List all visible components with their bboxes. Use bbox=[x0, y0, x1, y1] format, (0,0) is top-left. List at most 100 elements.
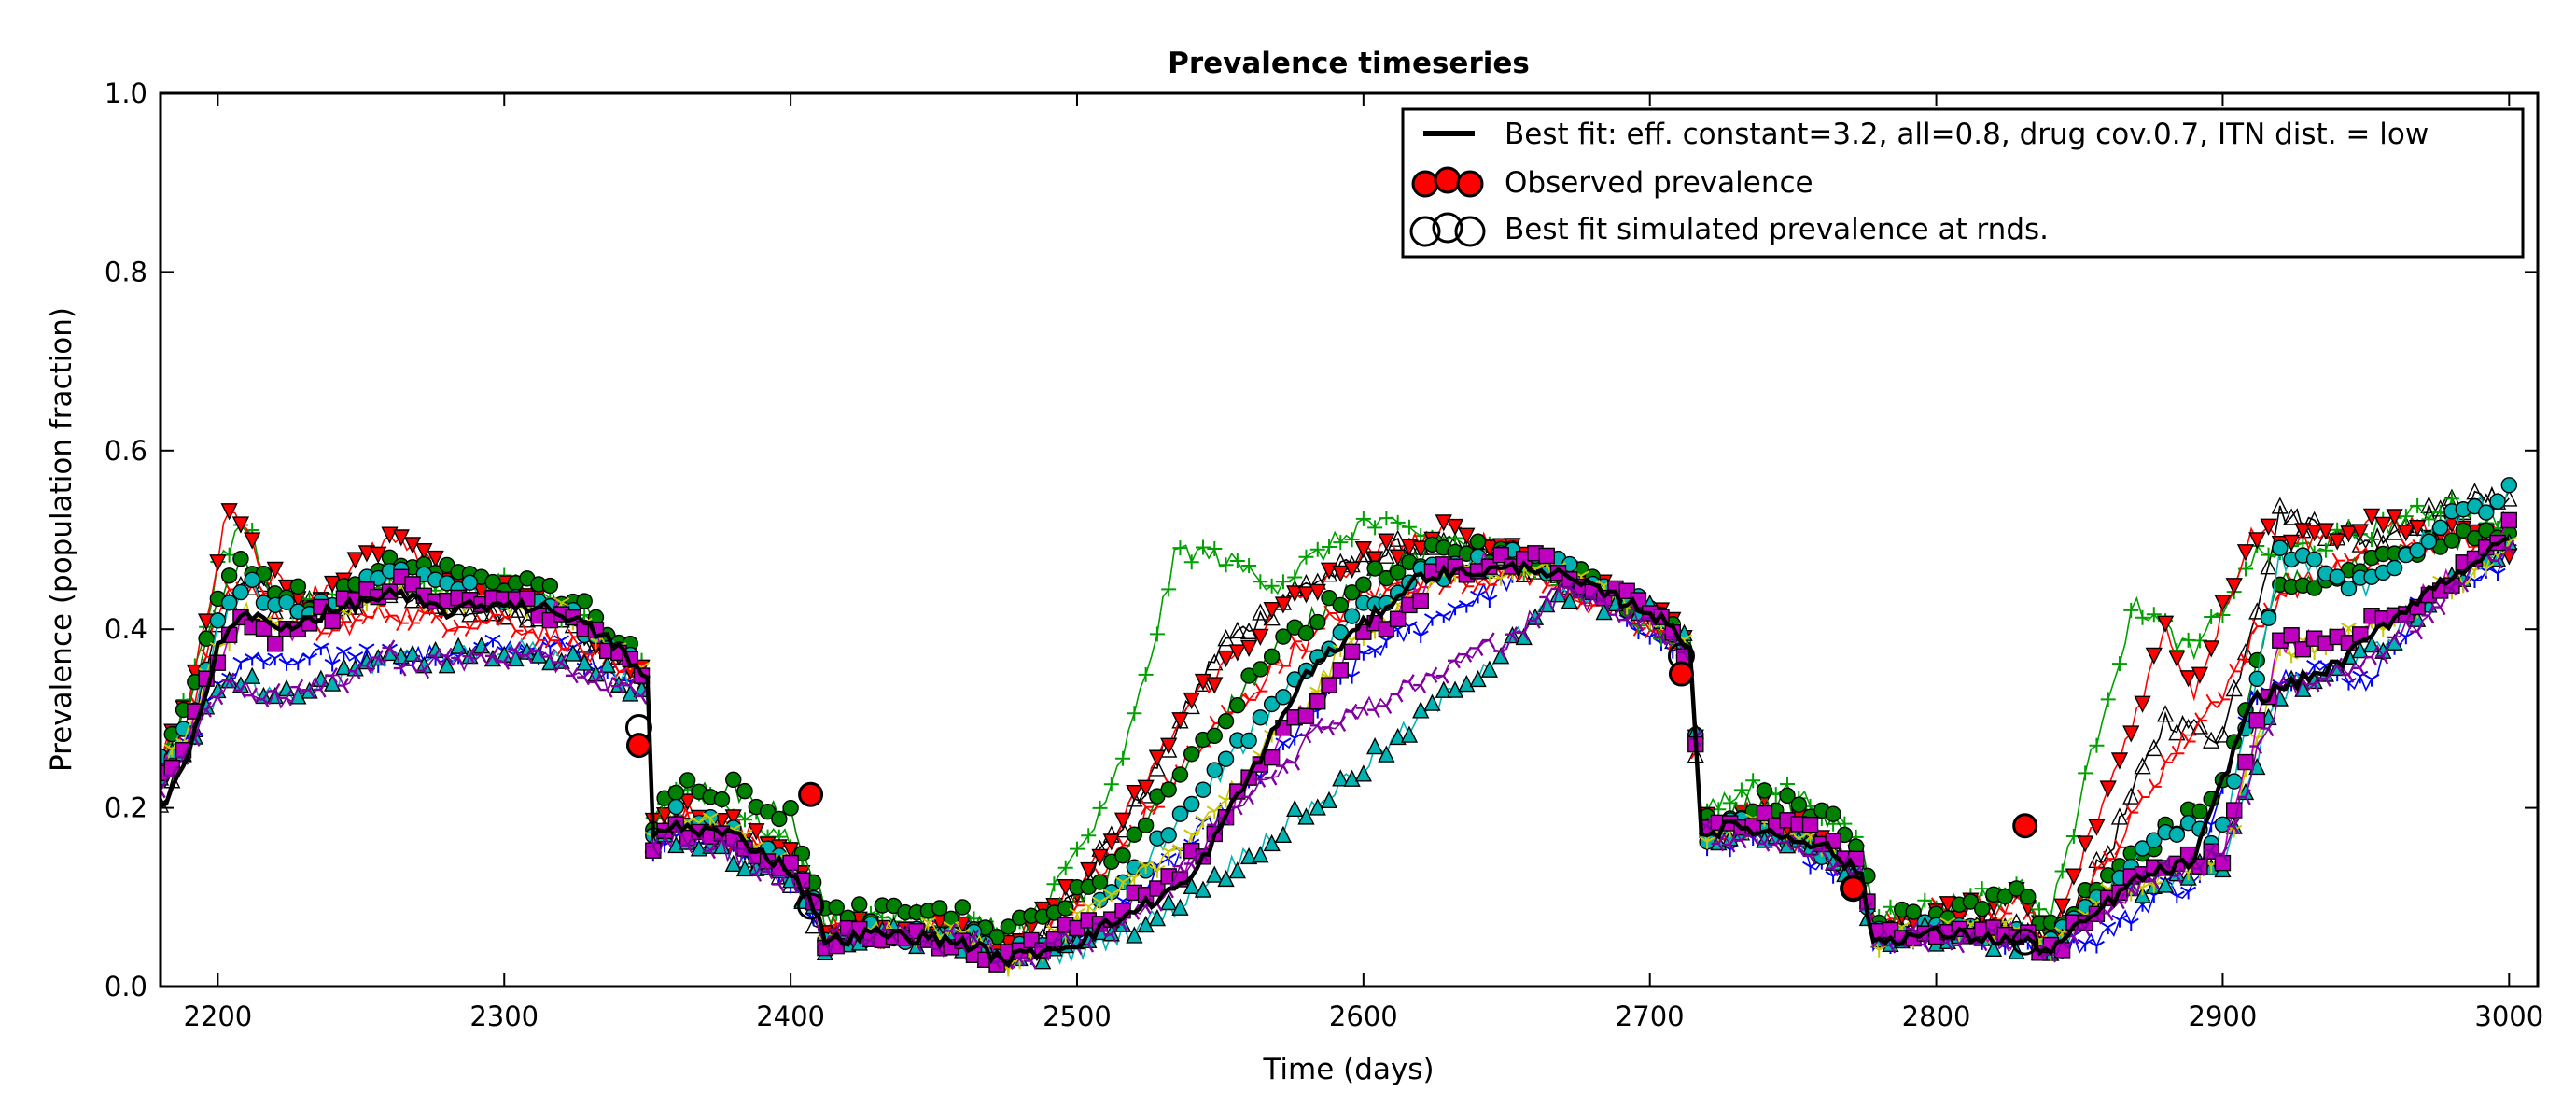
series-marker bbox=[1516, 624, 1530, 641]
series-marker bbox=[267, 652, 284, 666]
legend-simulated-swatch bbox=[1409, 212, 1486, 247]
series-marker bbox=[301, 681, 315, 698]
series-marker bbox=[1287, 754, 1301, 771]
series-marker bbox=[1171, 805, 1189, 822]
series-marker bbox=[221, 672, 235, 689]
series-marker bbox=[2134, 757, 2151, 775]
series-marker bbox=[954, 899, 971, 916]
series-marker bbox=[2443, 532, 2460, 549]
series-marker bbox=[1160, 737, 1178, 755]
series-marker bbox=[1263, 695, 1281, 713]
series-marker bbox=[2251, 618, 2265, 635]
legend-simulated-label: Best fit simulated prevalence at rnds. bbox=[1505, 213, 2049, 246]
series-marker bbox=[1206, 727, 1223, 745]
series-marker bbox=[1779, 787, 1796, 805]
series-marker bbox=[1274, 825, 1293, 844]
series-marker bbox=[1228, 861, 1246, 879]
series-marker bbox=[461, 605, 479, 623]
series-marker bbox=[1333, 535, 1349, 551]
series-marker bbox=[1458, 527, 1476, 545]
series-marker bbox=[2386, 509, 2403, 526]
series-marker bbox=[1974, 881, 1990, 897]
series-marker bbox=[1275, 628, 1292, 645]
series-marker bbox=[1539, 589, 1553, 606]
series-marker bbox=[1148, 909, 1167, 927]
series-marker bbox=[1365, 551, 1384, 568]
series-marker bbox=[623, 677, 637, 693]
series-marker bbox=[1424, 666, 1438, 683]
series-marker bbox=[781, 842, 800, 860]
series-marker bbox=[679, 793, 696, 811]
series-marker bbox=[1378, 745, 1395, 763]
series-marker bbox=[829, 921, 843, 938]
series-marker bbox=[1447, 602, 1463, 616]
y-tick-label: 0.0 bbox=[105, 971, 147, 1002]
series-marker bbox=[2134, 695, 2151, 713]
series-marker bbox=[497, 653, 511, 670]
series-marker bbox=[759, 803, 777, 820]
series-marker bbox=[667, 798, 685, 816]
series-marker bbox=[2282, 508, 2301, 525]
series-marker bbox=[2136, 789, 2150, 805]
series-marker bbox=[2364, 649, 2377, 665]
series-marker bbox=[725, 836, 739, 853]
series-marker bbox=[244, 571, 260, 588]
series-marker bbox=[1137, 817, 1155, 834]
observed-point bbox=[625, 733, 651, 759]
series-marker bbox=[2305, 525, 2323, 542]
series-marker bbox=[2156, 615, 2175, 633]
series-marker bbox=[1137, 779, 1155, 797]
series-marker bbox=[2248, 651, 2265, 669]
series-marker bbox=[358, 657, 372, 674]
series-marker bbox=[2387, 629, 2401, 646]
series-marker bbox=[2217, 691, 2231, 707]
series-marker bbox=[1917, 936, 1931, 953]
series-marker bbox=[1228, 644, 1246, 662]
series-marker bbox=[1389, 564, 1407, 581]
series-marker bbox=[289, 657, 306, 671]
series-marker bbox=[441, 623, 455, 639]
series-marker bbox=[2125, 805, 2139, 821]
series-marker bbox=[453, 619, 467, 636]
series-marker bbox=[1309, 583, 1326, 602]
series-marker bbox=[1196, 539, 1211, 555]
series-marker bbox=[1228, 621, 1246, 639]
series-marker bbox=[2248, 712, 2265, 729]
series-marker bbox=[2020, 889, 2037, 905]
observed-point bbox=[1668, 661, 1694, 687]
series-marker bbox=[2123, 602, 2139, 618]
series-marker bbox=[266, 561, 284, 580]
series-marker bbox=[1278, 658, 1291, 675]
x-tick-label: 2800 bbox=[1902, 1001, 1971, 1032]
series-marker bbox=[2203, 640, 2220, 658]
series-marker bbox=[335, 646, 352, 660]
series-marker bbox=[1322, 539, 1337, 554]
series-marker bbox=[2375, 648, 2389, 665]
series-marker bbox=[1183, 829, 1200, 842]
series-marker bbox=[1217, 712, 1235, 730]
series-marker bbox=[324, 612, 341, 630]
series-marker bbox=[255, 574, 273, 593]
series-marker bbox=[2331, 553, 2345, 569]
series-marker bbox=[1263, 648, 1281, 665]
series-marker bbox=[371, 649, 385, 666]
series-marker bbox=[541, 577, 559, 595]
series-marker bbox=[1239, 847, 1258, 865]
series-marker bbox=[2077, 938, 2093, 952]
series-marker bbox=[703, 843, 717, 860]
series-marker bbox=[2329, 533, 2346, 551]
series-marker bbox=[1332, 769, 1350, 787]
series-marker bbox=[1103, 777, 1119, 792]
series-marker bbox=[1400, 539, 1419, 556]
legend-best-fit-label: Best fit: eff. constant=3.2, all=0.8, dr… bbox=[1505, 118, 2429, 151]
series-marker bbox=[2078, 920, 2091, 937]
series-marker bbox=[2214, 725, 2232, 743]
series-marker bbox=[1321, 589, 1337, 607]
series-marker bbox=[1756, 782, 1773, 799]
series-marker bbox=[384, 608, 398, 624]
series-marker bbox=[1183, 554, 1199, 570]
series-marker bbox=[1114, 847, 1131, 864]
series-marker bbox=[576, 636, 594, 653]
series-marker bbox=[2363, 673, 2380, 687]
series-marker bbox=[1413, 677, 1427, 693]
